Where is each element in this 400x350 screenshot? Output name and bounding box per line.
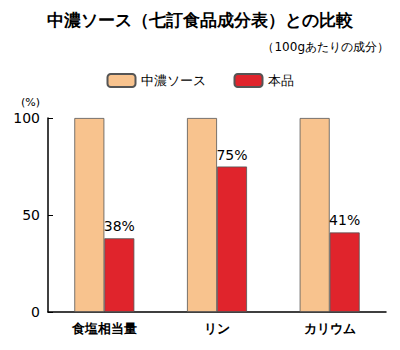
svg-text:本品: 本品 [268, 73, 294, 88]
svg-text:50: 50 [22, 207, 40, 223]
svg-text:(%): (%) [21, 96, 40, 109]
svg-text:（100gあたりの成分）: （100gあたりの成分） [262, 40, 389, 54]
svg-text:100: 100 [13, 110, 40, 126]
svg-text:0: 0 [31, 304, 40, 320]
svg-text:食塩相当量: 食塩相当量 [71, 321, 137, 336]
svg-text:リン: リン [204, 321, 230, 336]
svg-text:75%: 75% [216, 147, 247, 163]
svg-text:中濃ソース（七訂食品成分表）との比較: 中濃ソース（七訂食品成分表）との比較 [47, 10, 354, 30]
svg-text:41%: 41% [329, 212, 360, 228]
svg-text:カリウム: カリウム [304, 321, 356, 336]
svg-text:38%: 38% [104, 218, 135, 234]
svg-text:中濃ソース: 中濃ソース [141, 73, 206, 88]
